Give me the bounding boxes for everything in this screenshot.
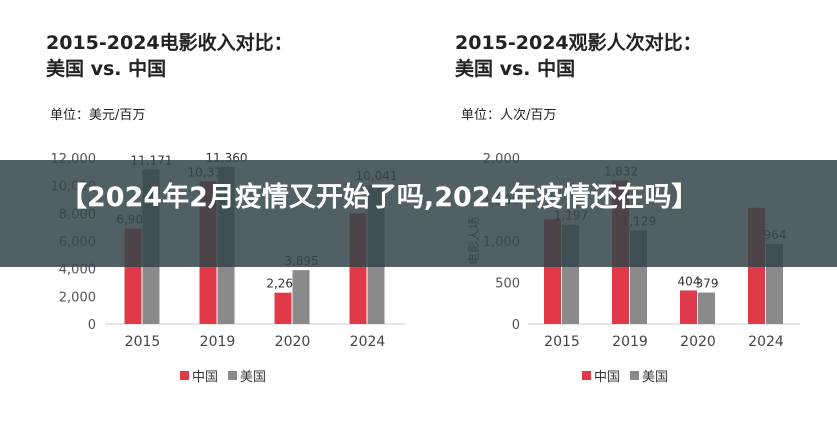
x-category-label: 2024 bbox=[350, 334, 386, 350]
legend-swatch bbox=[180, 371, 189, 380]
legend-label: 中国 bbox=[594, 370, 621, 385]
bar-china bbox=[680, 290, 697, 324]
bar-value-label: 404 bbox=[678, 274, 701, 288]
legend-swatch bbox=[630, 371, 640, 380]
x-category-label: 2019 bbox=[200, 334, 236, 350]
admissions-unit-label: 单位：人次/百万 bbox=[461, 108, 557, 123]
x-category-label: 2020 bbox=[680, 334, 716, 350]
revenue-legend: 中国 美国 bbox=[180, 366, 272, 385]
headline-text[interactable]: 【2024年2月疫情又开始了吗,2024年疫情还在吗】 bbox=[60, 182, 699, 213]
y-tick-label: 0 bbox=[512, 318, 520, 333]
revenue-chart-title: 2015-2024电影收入对比： 美国 vs. 中国 bbox=[46, 30, 293, 82]
revenue-title-line1: 2015-2024电影收入对比： 美国 vs. 中国 bbox=[46, 32, 293, 80]
revenue-unit-label: 单位：美元/百万 bbox=[50, 108, 146, 123]
y-tick-label: 500 bbox=[495, 277, 520, 292]
legend-label: 中国 bbox=[192, 370, 219, 385]
admissions-chart-title: 2015-2024观影人次对比： 美国 vs. 中国 bbox=[455, 30, 702, 82]
admissions-title-line1: 2015-2024观影人次对比： 美国 vs. 中国 bbox=[455, 32, 702, 80]
bar-usa bbox=[292, 270, 310, 324]
x-category-label: 2019 bbox=[612, 334, 648, 350]
legend-item-usa: 美国 bbox=[630, 366, 668, 385]
bar-usa bbox=[698, 292, 715, 324]
bar-value-label: 2,263 bbox=[266, 277, 300, 291]
x-category-label: 2020 bbox=[275, 334, 311, 350]
admissions-legend: 中国 美国 bbox=[582, 366, 674, 385]
legend-item-china: 中国 bbox=[582, 366, 620, 385]
legend-label: 美国 bbox=[642, 370, 669, 385]
legend-item-china: 中国 bbox=[180, 366, 218, 385]
x-category-label: 2015 bbox=[125, 334, 161, 350]
bar-china bbox=[274, 292, 292, 324]
x-category-label: 2024 bbox=[748, 334, 784, 350]
legend-item-usa: 美国 bbox=[228, 366, 266, 385]
x-category-label: 2015 bbox=[544, 334, 580, 350]
bar-value-label: 379 bbox=[696, 277, 719, 291]
legend-swatch bbox=[228, 371, 238, 380]
legend-swatch bbox=[582, 371, 591, 380]
headline-banner bbox=[0, 160, 837, 267]
y-tick-label: 0 bbox=[88, 318, 96, 333]
y-tick-label: 2,000 bbox=[59, 290, 96, 305]
legend-label: 美国 bbox=[240, 370, 267, 385]
